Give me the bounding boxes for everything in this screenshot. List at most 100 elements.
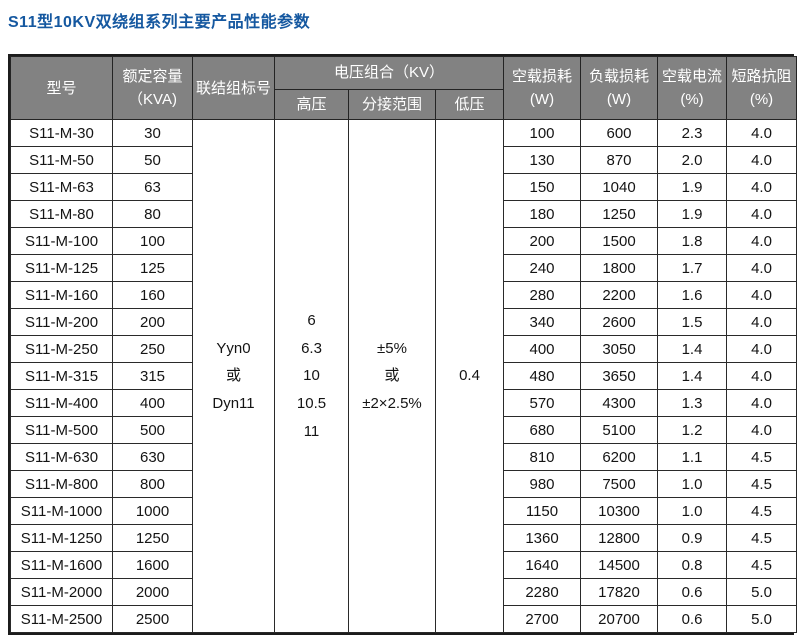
no-load-current-cell: 1.4: [657, 335, 727, 364]
col-header-load-loss: 负载损耗 (W): [580, 55, 658, 121]
capacity-cell: 1000: [112, 497, 193, 526]
table-row: S11-M-250 250 400 3050 1.4 4.0: [10, 335, 797, 364]
tap-range-merged-cell-line1: ±5%: [377, 339, 407, 357]
load-loss-cell: 1500: [580, 227, 658, 256]
no-load-current-cell: 1.2: [657, 416, 727, 445]
col-header-capacity-line1: 额定容量: [122, 67, 183, 85]
model-cell: S11-M-1000: [10, 497, 113, 526]
capacity-cell: 125: [112, 254, 193, 283]
load-loss-cell: 1800: [580, 254, 658, 283]
capacity-cell: 63: [112, 173, 193, 202]
no-load-loss-cell: 570: [503, 389, 581, 418]
impedance-cell: 4.0: [726, 335, 797, 364]
impedance-cell: 4.0: [726, 308, 797, 337]
no-load-current-cell: 2.3: [657, 119, 727, 148]
no-load-loss-cell: 180: [503, 200, 581, 229]
hv-merged-cell-line3: 10: [303, 367, 320, 385]
no-load-current-cell: 0.9: [657, 524, 727, 553]
hv-merged-cell-line4: 10.5: [296, 395, 327, 413]
impedance-cell: 4.5: [726, 551, 797, 580]
model-cell: S11-M-1600: [10, 551, 113, 580]
table-row: S11-M-315 315 480 3650 1.4 4.0: [10, 362, 797, 391]
no-load-loss-cell: 480: [503, 362, 581, 391]
no-load-loss-cell: 130: [503, 146, 581, 175]
no-load-loss-cell: 810: [503, 443, 581, 472]
capacity-cell: 800: [112, 470, 193, 499]
product-spec-table-wrapper: 型号 额定容量 （KVA) 联结组标号 电压组合（KV） 空载损耗 (W) 负载…: [8, 54, 797, 636]
capacity-cell: 100: [112, 227, 193, 256]
model-cell: S11-M-1250: [10, 524, 113, 553]
no-load-loss-cell: 980: [503, 470, 581, 499]
connection-merged-cell-line1: Yyn0: [216, 339, 251, 357]
no-load-current-cell: 1.8: [657, 227, 727, 256]
capacity-cell: 2500: [112, 605, 193, 634]
capacity-cell: 200: [112, 308, 193, 337]
load-loss-cell: 1250: [580, 200, 658, 229]
connection-merged-cell: Yyn0 或 Dyn11: [192, 119, 275, 634]
header-row-sub: 高压 分接范围 低压: [11, 88, 797, 121]
no-load-current-cell: 0.6: [657, 578, 727, 607]
table-row: S11-M-125 125 240 1800 1.7 4.0: [10, 254, 797, 283]
no-load-current-cell: 1.9: [657, 200, 727, 229]
hv-merged-cell-line1: 6: [307, 311, 316, 329]
table-header: 型号 额定容量 （KVA) 联结组标号 电压组合（KV） 空载损耗 (W) 负载…: [10, 55, 797, 121]
table-row: S11-M-1000 1000 1150 10300 1.0 4.5: [10, 497, 797, 526]
no-load-loss-cell: 100: [503, 119, 581, 148]
capacity-cell: 1250: [112, 524, 193, 553]
capacity-cell: 50: [112, 146, 193, 175]
tap-range-merged-cell: ±5% 或 ±2×2.5%: [348, 119, 436, 634]
table-row: S11-M-63 63 150 1040 1.9 4.0: [10, 173, 797, 202]
tap-range-merged-cell-line2: 或: [384, 367, 400, 385]
capacity-cell: 250: [112, 335, 193, 364]
load-loss-cell: 10300: [580, 497, 658, 526]
col-header-no-load-loss: 空载损耗 (W): [503, 55, 581, 121]
capacity-cell: 160: [112, 281, 193, 310]
table-row: S11-M-50 50 130 870 2.0 4.0: [10, 146, 797, 175]
col-header-no-load-current-line2: (%): [680, 91, 704, 109]
no-load-loss-cell: 1640: [503, 551, 581, 580]
load-loss-cell: 2600: [580, 308, 658, 337]
capacity-cell: 80: [112, 200, 193, 229]
impedance-cell: 4.0: [726, 416, 797, 445]
capacity-cell: 400: [112, 389, 193, 418]
no-load-loss-cell: 340: [503, 308, 581, 337]
capacity-cell: 2000: [112, 578, 193, 607]
table-row: S11-M-160 160 280 2200 1.6 4.0: [10, 281, 797, 310]
no-load-loss-cell: 150: [503, 173, 581, 202]
impedance-cell: 4.0: [726, 200, 797, 229]
lv-merged-cell: 0.4: [435, 119, 504, 634]
impedance-cell: 4.0: [726, 389, 797, 418]
no-load-current-cell: 0.6: [657, 605, 727, 634]
load-loss-cell: 1040: [580, 173, 658, 202]
model-cell: S11-M-80: [10, 200, 113, 229]
no-load-current-cell: 1.3: [657, 389, 727, 418]
impedance-cell: 4.0: [726, 254, 797, 283]
load-loss-cell: 5100: [580, 416, 658, 445]
load-loss-cell: 600: [580, 119, 658, 148]
no-load-current-cell: 1.1: [657, 443, 727, 472]
impedance-cell: 4.0: [726, 281, 797, 310]
tap-range-merged-cell-line3: ±2×2.5%: [362, 395, 422, 413]
model-cell: S11-M-30: [10, 119, 113, 148]
connection-merged-cell-line3: Dyn11: [212, 395, 255, 413]
no-load-current-cell: 1.0: [657, 470, 727, 499]
no-load-loss-cell: 2700: [503, 605, 581, 634]
table-row: S11-M-100 100 200 1500 1.8 4.0: [10, 227, 797, 256]
no-load-loss-cell: 1360: [503, 524, 581, 553]
impedance-cell: 4.0: [726, 146, 797, 175]
header-row-top: 型号 额定容量 （KVA) 联结组标号 电压组合（KV） 空载损耗 (W) 负载…: [10, 55, 797, 121]
col-header-hv: 高压: [274, 88, 349, 121]
col-header-no-load-loss-line2: (W): [529, 91, 555, 109]
no-load-loss-cell: 680: [503, 416, 581, 445]
load-loss-cell: 2200: [580, 281, 658, 310]
load-loss-cell: 6200: [580, 443, 658, 472]
col-header-voltage-group: 电压组合（KV）: [274, 56, 504, 90]
col-header-no-load-loss-line1: 空载损耗: [511, 67, 572, 85]
col-header-load-loss-line2: (W): [606, 91, 632, 109]
no-load-current-cell: 1.5: [657, 308, 727, 337]
hv-merged-cell-line5: 11: [303, 422, 320, 440]
impedance-cell: 4.5: [726, 470, 797, 499]
model-cell: S11-M-50: [10, 146, 113, 175]
no-load-loss-cell: 280: [503, 281, 581, 310]
